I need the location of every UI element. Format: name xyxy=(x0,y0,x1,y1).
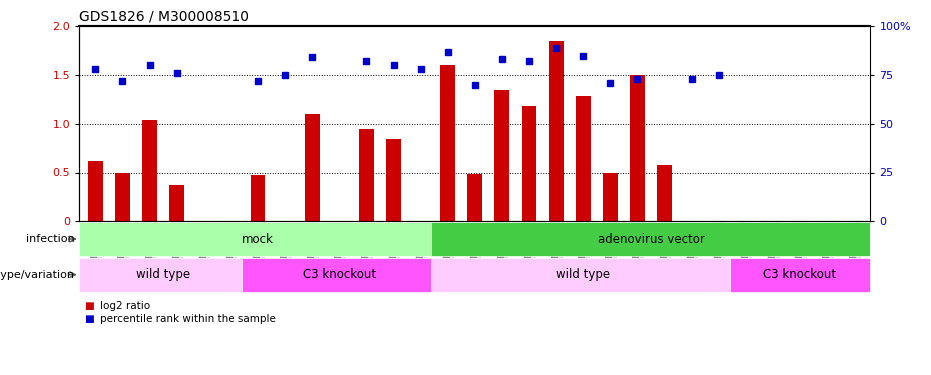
Text: adenovirus vector: adenovirus vector xyxy=(598,232,705,246)
Text: ■: ■ xyxy=(84,301,93,310)
Bar xyxy=(603,172,618,221)
Text: log2 ratio: log2 ratio xyxy=(100,301,150,310)
Bar xyxy=(657,165,672,221)
Text: mock: mock xyxy=(242,232,274,246)
Bar xyxy=(431,258,735,292)
Text: genotype/variation: genotype/variation xyxy=(0,270,74,280)
Bar xyxy=(142,120,157,221)
Bar xyxy=(79,258,247,292)
Text: C3 knockout: C3 knockout xyxy=(763,268,837,281)
Bar xyxy=(242,258,437,292)
Bar xyxy=(250,176,265,221)
Bar xyxy=(494,90,509,221)
Bar xyxy=(630,75,645,221)
Bar xyxy=(169,185,184,221)
Bar xyxy=(548,41,563,221)
Text: wild type: wild type xyxy=(556,268,611,281)
Text: GDS1826 / M300008510: GDS1826 / M300008510 xyxy=(79,10,250,24)
Text: ■: ■ xyxy=(84,314,93,324)
Bar xyxy=(304,114,319,221)
Bar xyxy=(88,161,102,221)
Bar xyxy=(115,172,130,221)
Bar xyxy=(467,174,482,221)
Text: wild type: wild type xyxy=(136,268,190,281)
Text: infection: infection xyxy=(26,234,74,244)
Bar xyxy=(79,222,437,256)
Bar xyxy=(359,129,374,221)
Bar xyxy=(386,140,401,221)
Bar xyxy=(440,65,455,221)
Bar xyxy=(730,258,870,292)
Text: percentile rank within the sample: percentile rank within the sample xyxy=(100,314,276,324)
Text: C3 knockout: C3 knockout xyxy=(303,268,376,281)
Bar xyxy=(431,222,870,256)
Bar xyxy=(521,106,536,221)
Bar xyxy=(575,96,590,221)
